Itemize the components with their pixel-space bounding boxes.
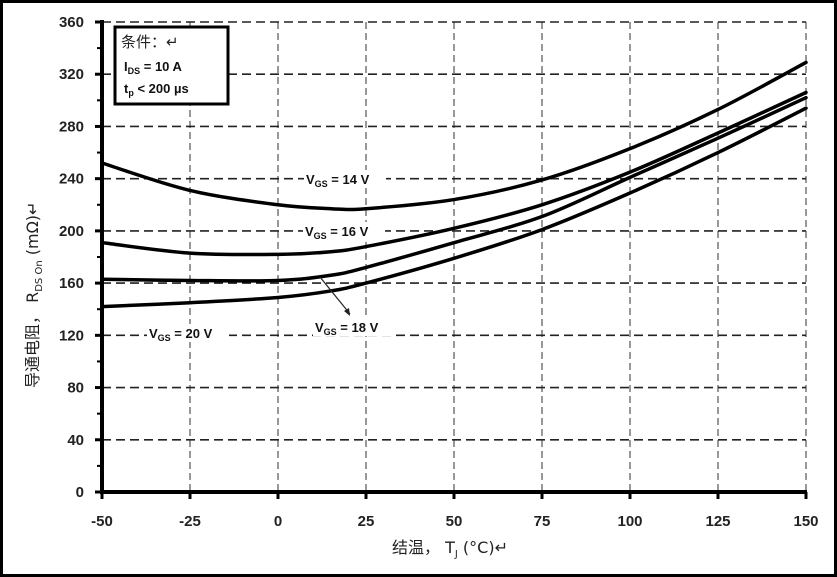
- x-tick-label: -50: [91, 513, 113, 530]
- svg-text:VGS = 18 V: VGS = 18 V: [315, 320, 379, 337]
- annotation-arrow: [319, 276, 351, 315]
- x-axis-label: 结温， TJ (°C)↵: [392, 538, 508, 560]
- y-axis-label: 导通电阻， RDS On (mΩ)↵: [23, 202, 45, 388]
- series-line-18v: [100, 95, 808, 283]
- x-tick-label: 75: [534, 513, 551, 530]
- y-tick-label: 40: [67, 432, 84, 449]
- y-tick-label: 120: [59, 327, 84, 344]
- series-line-20v: [100, 106, 808, 309]
- y-tick-label: 280: [59, 118, 84, 135]
- y-tick-label: 320: [59, 66, 84, 83]
- condition-ids: IDS = 10 A: [124, 59, 183, 76]
- x-tick-label: 150: [793, 513, 818, 530]
- tick-labels: -50 -25 0 25 50 75 100 125 150 0 40 80 120 160 200 240 2…: [59, 14, 819, 530]
- annotation-vgs-18: VGS = 18 V: [313, 276, 395, 337]
- series-lines: [100, 60, 808, 309]
- svg-text:VGS = 20 V: VGS = 20 V: [149, 326, 213, 343]
- y-tick-label: 240: [59, 171, 84, 188]
- y-tick-label: 200: [59, 223, 84, 240]
- annotation-vgs-16: VGS = 16 V: [303, 222, 385, 241]
- y-tick-label: 80: [67, 380, 84, 397]
- x-tick-label: 50: [446, 513, 463, 530]
- annotation-vgs-14: VGS = 14 V: [304, 170, 386, 189]
- series-line-16v: [100, 90, 808, 257]
- y-tick-label: 360: [59, 14, 84, 31]
- arrow-head-icon: [344, 308, 350, 316]
- svg-text:VGS = 14 V: VGS = 14 V: [306, 172, 370, 189]
- x-tick-label: 25: [358, 513, 375, 530]
- x-tick-label: -25: [179, 513, 201, 530]
- svg-text:VGS = 16 V: VGS = 16 V: [305, 224, 369, 241]
- conditions-box: 条件：↵ IDS = 10 A tp < 200 µs: [113, 25, 230, 106]
- condition-tp: tp < 200 µs: [124, 81, 189, 98]
- y-tick-label: 0: [76, 484, 84, 501]
- series-line-14v: [100, 60, 808, 212]
- annotation-vgs-20: VGS = 20 V: [147, 324, 229, 343]
- x-tick-label: 0: [274, 513, 282, 530]
- conditions-title: 条件：↵: [121, 33, 179, 51]
- x-tick-label: 125: [705, 513, 730, 530]
- x-tick-label: 100: [617, 513, 642, 530]
- y-tick-label: 160: [59, 275, 84, 292]
